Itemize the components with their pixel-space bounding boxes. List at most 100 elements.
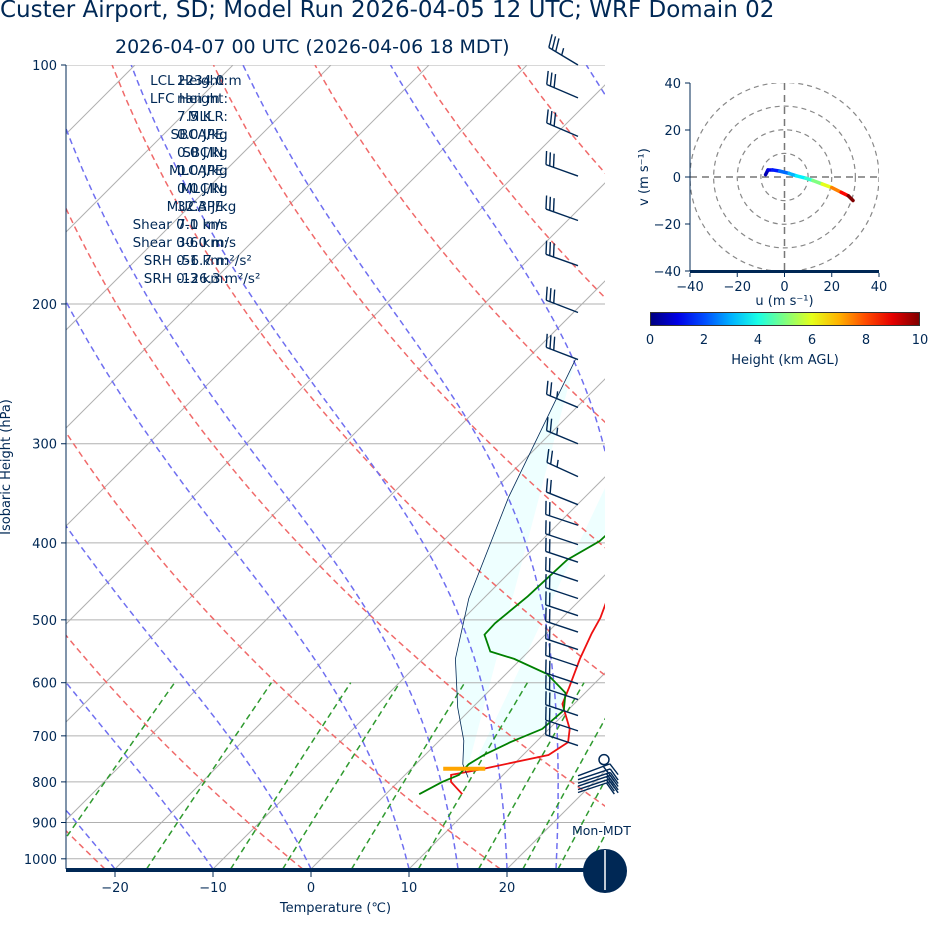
stat-value: 0.0 J/kg [177, 181, 228, 197]
stat-value: 0.0 J/kg [177, 127, 228, 143]
barb-shaft [545, 253, 579, 267]
wind-barb [545, 641, 579, 667]
barb-full [552, 198, 555, 212]
barb-full [555, 38, 560, 52]
moist-adiabat [242, 65, 559, 869]
moist-adiabat [66, 808, 116, 869]
mixing-ratio-line [350, 682, 466, 869]
barb-full [545, 150, 548, 165]
colorbar-tick-label: 0 [645, 333, 655, 348]
stat-label: SRH 0-3 km: [143, 271, 228, 287]
dry-adiabat [66, 431, 501, 869]
barb-full [553, 112, 557, 127]
colorbar-label: Height (km AGL) [731, 353, 839, 368]
wind-barb [545, 591, 579, 617]
y-tick-label: 100 [32, 59, 57, 74]
mixing-ratio-line [557, 779, 605, 869]
wind-barb [545, 659, 579, 685]
stat-label: SBCAPE: [170, 127, 228, 143]
hodo-segment [846, 194, 855, 203]
wind-barb [545, 607, 579, 633]
barb-full [549, 242, 552, 256]
stat-value: -56.7 m²/s² [177, 253, 252, 269]
wind-barb [546, 70, 579, 99]
y-tick-label: 400 [32, 537, 57, 552]
barb-full [553, 74, 557, 88]
colorbar-tick-label: 6 [807, 333, 817, 348]
calm-wind-circle [598, 753, 610, 766]
hodo-y-label: v (m s⁻¹) [637, 148, 652, 206]
isotherm [310, 574, 605, 869]
barb-shaft [545, 688, 579, 701]
stats-values: 2234.0 m nan m 7.5 K 0.0 J/kg 0.0 J/kg 0.0 J/… [177, 72, 260, 288]
hodo-area [690, 83, 879, 271]
moist-adiabat [66, 524, 312, 869]
barb-full [549, 450, 554, 465]
wind-barb [545, 500, 579, 526]
hodo-segment [830, 185, 843, 195]
chart-title: Custer Airport, SD; Model Run 2026-04-05… [0, 0, 775, 23]
barb-shaft [546, 393, 579, 409]
barb-shaft [545, 533, 579, 546]
barb-shaft [577, 763, 611, 777]
wind-barb [545, 675, 579, 701]
x-tick-label: 10 [401, 881, 418, 896]
y-tick-label: 900 [32, 816, 57, 831]
barb-full [546, 70, 549, 85]
barb-half [556, 427, 559, 435]
stat-value: 2234.0 m [177, 73, 242, 89]
station-label: Mon-MDT [572, 823, 631, 838]
x-axis-label: Temperature (℃) [279, 901, 391, 916]
barb-shaft [577, 781, 611, 794]
barb-shaft [577, 778, 611, 791]
hodo-bottom-axis [690, 270, 879, 273]
barb-shaft [545, 672, 579, 685]
x-tick-label: −20 [101, 881, 128, 896]
colorbar-tick-label: 8 [861, 333, 871, 348]
stat-label: SBCIN: [182, 145, 228, 161]
barb-shaft [577, 774, 611, 787]
wind-barb [545, 150, 579, 177]
temperature-profile [450, 602, 605, 795]
stat-value: 30.0 m/s [177, 235, 237, 251]
barb-shaft [548, 46, 579, 66]
wind-barb [545, 417, 579, 445]
chart-subtitle: 2026-04-07 00 UTC (2026-04-06 18 MDT) [115, 36, 510, 58]
isotherm [66, 65, 332, 331]
barb-shaft [545, 719, 579, 732]
barb-full [549, 288, 552, 302]
colorbar-tick-label: 10 [911, 333, 928, 348]
mixing-ratio-line [282, 682, 401, 869]
hodo-y-tick-label: 20 [664, 124, 681, 139]
barb-full [549, 382, 553, 396]
barb-shaft [545, 654, 579, 667]
wind-barb [545, 478, 579, 506]
stat-label: Shear 0-6 km: [132, 235, 228, 251]
stat-value: 7.5 K [177, 109, 212, 125]
wind-barb [545, 574, 579, 600]
barb-shaft [545, 569, 579, 582]
hodo-y-tick-label: 40 [664, 77, 681, 92]
barb-shaft [546, 122, 579, 138]
wind-barb [545, 286, 579, 314]
barb-full [553, 336, 556, 351]
barb-shaft [545, 604, 579, 617]
barb-full [549, 418, 553, 433]
barb-full [545, 380, 549, 395]
hodo-x-tick-label: −40 [676, 280, 703, 295]
barb-full [548, 34, 553, 48]
wind-barb [545, 333, 579, 361]
dry-adiabat [314, 65, 605, 424]
barb-full [609, 775, 619, 787]
y-tick-label: 500 [32, 614, 57, 629]
wind-barb [577, 781, 619, 795]
wind-barb [545, 537, 579, 563]
y-tick-label: 200 [32, 298, 57, 313]
isotherm [66, 182, 605, 723]
barb-full [549, 110, 553, 125]
y-axis-label: Isobaric Height (hPa) [0, 399, 14, 535]
barb-full [549, 152, 552, 166]
barb-full [545, 417, 549, 431]
